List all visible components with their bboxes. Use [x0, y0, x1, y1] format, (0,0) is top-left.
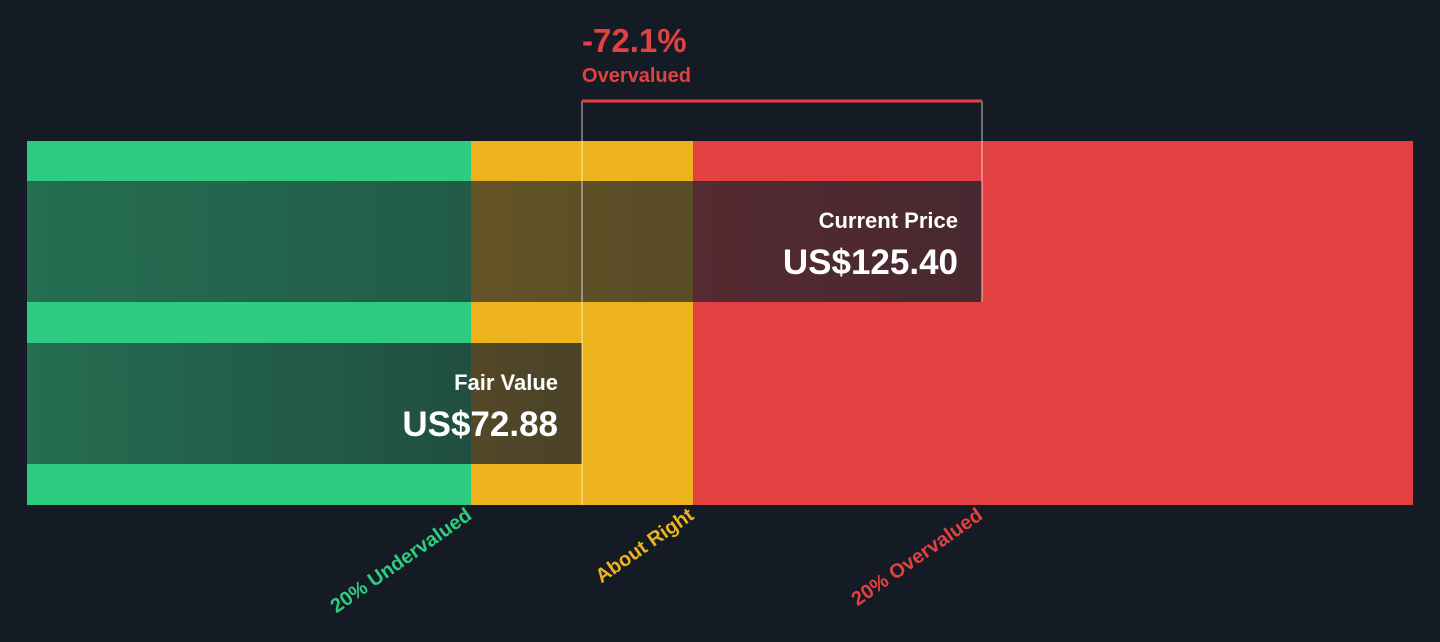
difference-percent: -72.1% [582, 22, 687, 59]
current-price-label: Current Price [819, 208, 958, 233]
difference-label: Overvalued [582, 65, 691, 87]
fair-value-label: Fair Value [454, 370, 558, 395]
fair-value-value: US$72.88 [402, 405, 558, 444]
current-price-value: US$125.40 [783, 243, 958, 282]
current-price-bar [27, 181, 982, 302]
zone-label-overvalued: 20% Overvalued [848, 504, 987, 611]
zone-label-about-right: About Right [592, 504, 699, 588]
fair-value-bar [27, 343, 583, 464]
zone-label-undervalued: 20% Undervalued [327, 504, 476, 618]
